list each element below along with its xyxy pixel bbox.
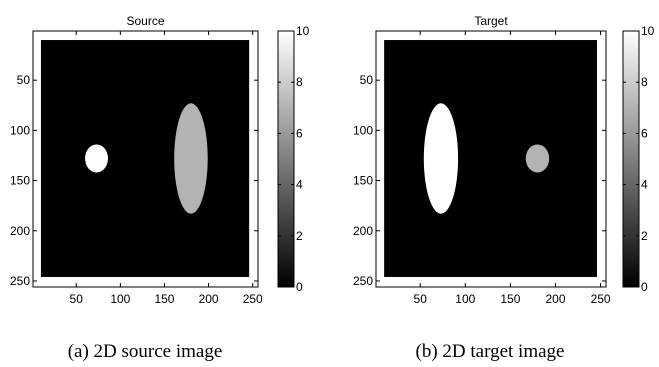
x-tick-label: 100	[110, 292, 130, 306]
x-tick-label: 200	[199, 292, 219, 306]
y-tick-label: 200	[10, 224, 30, 238]
colorbar	[622, 30, 640, 288]
y-tick-label: 150	[353, 174, 373, 188]
colorbar-tick-label: 6	[296, 126, 303, 140]
x-tick-label: 100	[455, 292, 475, 306]
ellipse-shape-1	[423, 103, 459, 214]
colorbar-tick-label: 4	[641, 178, 648, 192]
y-tick-label: 250	[10, 274, 30, 288]
colorbar-tick-label: 8	[296, 75, 303, 89]
figure-caption: (a) 2D source image	[68, 341, 223, 362]
plot-title: Source	[126, 14, 164, 28]
colorbar-tick-label: 4	[296, 178, 303, 192]
colorbar	[277, 30, 295, 288]
target-panel: Target 50 100 150 200 250 50 100 150 200 250 0 2 4 6 8 1…	[353, 14, 655, 362]
x-tick-label: 50	[70, 292, 84, 306]
x-tick-label: 250	[591, 292, 611, 306]
y-tick-label: 100	[353, 123, 373, 137]
y-tick-label: 100	[10, 123, 30, 137]
x-tick-label: 200	[545, 292, 565, 306]
ellipse-shape-2	[525, 144, 550, 173]
y-tick-label: 50	[360, 73, 374, 87]
axes-box	[32, 30, 259, 288]
source-panel: Source 50 100 150 200 250 50 100 150 200 250 0 2 4 6 8 1…	[10, 14, 310, 362]
x-tick-label: 150	[500, 292, 520, 306]
y-tick-label: 200	[353, 224, 373, 238]
colorbar-tick-label: 2	[296, 229, 303, 243]
x-tick-label: 150	[154, 292, 174, 306]
colorbar-tick-label: 10	[641, 24, 655, 38]
colorbar-tick-label: 0	[296, 280, 303, 294]
plot-title: Target	[474, 14, 508, 28]
ellipse-shape-1	[85, 144, 108, 173]
colorbar-tick-label: 6	[641, 126, 648, 140]
image-background	[40, 40, 250, 277]
y-tick-label: 250	[353, 274, 373, 288]
figure-caption: (b) 2D target image	[416, 341, 565, 362]
colorbar-tick-label: 0	[641, 280, 648, 294]
y-tick-label: 150	[10, 174, 30, 188]
colorbar-tick-label: 10	[296, 24, 310, 38]
x-tick-label: 50	[414, 292, 428, 306]
axes-box	[375, 30, 607, 288]
colorbar-tick-label: 2	[641, 229, 648, 243]
y-tick-label: 50	[17, 73, 31, 87]
colorbar-tick-label: 8	[641, 75, 648, 89]
x-tick-label: 250	[243, 292, 263, 306]
ellipse-shape-2	[174, 103, 208, 214]
image-background	[384, 40, 597, 277]
